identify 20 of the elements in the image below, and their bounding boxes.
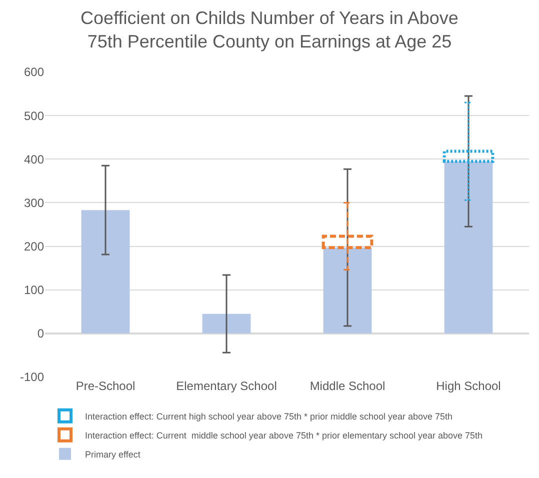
x-tick-label: Pre-School bbox=[76, 379, 136, 393]
bar bbox=[444, 161, 493, 334]
y-tick-label: 600 bbox=[24, 65, 44, 80]
legend-label: Interaction effect: Current middle school year above 75th * prior elementary school year above 75th bbox=[85, 430, 483, 440]
chart-title: Coefficient on Childs Number of Years in Above 75th Percentile County on Earnings at Age 25 bbox=[80, 8, 458, 52]
y-tick-label: 200 bbox=[24, 239, 44, 254]
y-tick-label: 300 bbox=[24, 196, 44, 210]
legend-label: Primary effect bbox=[85, 449, 141, 460]
y-tick-label: 500 bbox=[24, 108, 44, 123]
x-tick-label: Middle School bbox=[310, 379, 386, 393]
legend-label: Interaction effect: Current high school year above 75th * prior middle school year above 75th bbox=[85, 411, 453, 422]
bar bbox=[202, 314, 251, 334]
x-tick-label: High School bbox=[436, 379, 501, 393]
y-tick-label: 100 bbox=[24, 283, 44, 298]
bar bbox=[81, 210, 130, 334]
bar bbox=[323, 248, 372, 334]
x-tick-label: Elementary School bbox=[176, 379, 277, 393]
y-tick-label: -100 bbox=[20, 370, 44, 384]
y-tick-label: 0 bbox=[37, 326, 44, 341]
y-tick-label: 400 bbox=[24, 152, 44, 166]
